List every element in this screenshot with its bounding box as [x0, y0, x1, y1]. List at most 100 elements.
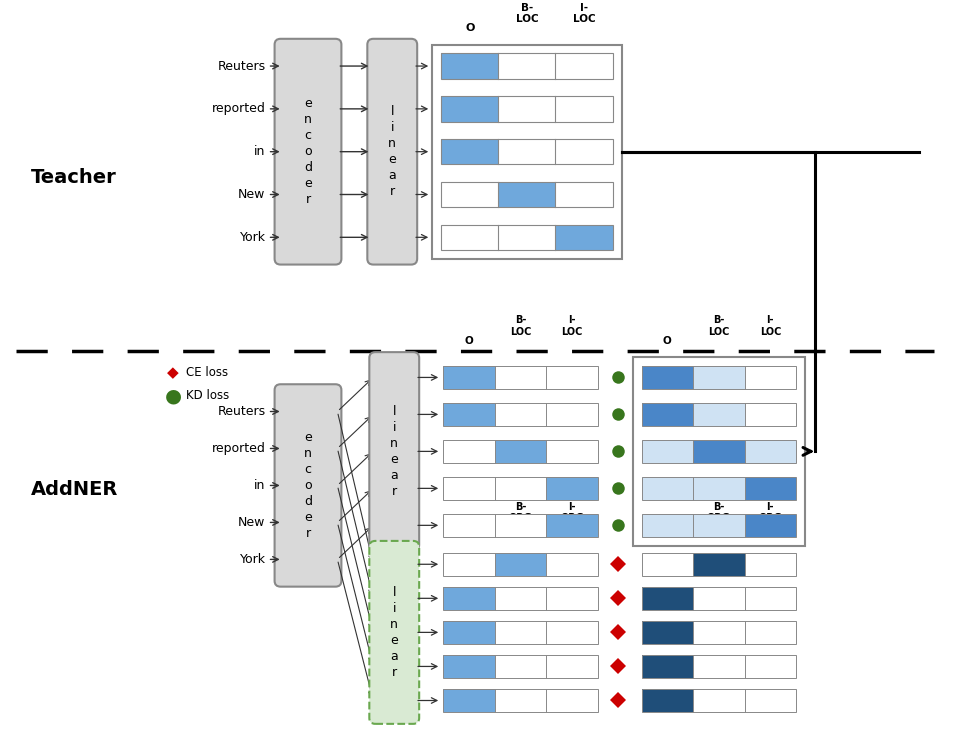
Bar: [498, 139, 555, 164]
Text: O: O: [663, 336, 672, 346]
Bar: [641, 514, 796, 537]
Bar: [441, 182, 613, 207]
Text: O: O: [465, 336, 473, 346]
Bar: [693, 366, 745, 389]
Bar: [555, 139, 613, 164]
Text: I-
LOC: I- LOC: [561, 315, 582, 337]
Bar: [693, 514, 745, 537]
Bar: [641, 366, 693, 389]
Bar: [641, 366, 796, 389]
Bar: [745, 553, 796, 576]
Bar: [443, 366, 598, 389]
Bar: [443, 403, 494, 426]
Text: B-
ORG: B- ORG: [509, 502, 532, 523]
Text: O: O: [663, 523, 672, 533]
Bar: [641, 621, 693, 644]
Text: KD loss: KD loss: [185, 390, 229, 402]
Bar: [693, 655, 745, 678]
Bar: [443, 366, 494, 389]
Bar: [498, 182, 555, 207]
Bar: [498, 54, 555, 79]
Text: Reuters: Reuters: [218, 405, 266, 418]
Bar: [745, 366, 796, 389]
Text: B-
ORG: B- ORG: [706, 502, 730, 523]
Text: O: O: [465, 523, 473, 533]
Bar: [546, 553, 598, 576]
Bar: [641, 476, 693, 500]
Bar: [441, 54, 613, 79]
Bar: [693, 621, 745, 644]
Bar: [745, 403, 796, 426]
Bar: [494, 514, 546, 537]
Text: B-
LOC: B- LOC: [515, 3, 538, 24]
Bar: [498, 225, 555, 250]
FancyBboxPatch shape: [369, 541, 419, 724]
Text: l
i
n
e
a
r: l i n e a r: [388, 105, 396, 198]
Bar: [441, 54, 613, 79]
Bar: [443, 514, 598, 537]
Bar: [494, 440, 546, 463]
Bar: [443, 688, 494, 712]
Bar: [641, 366, 796, 389]
Text: l
i
n
e
a
r: l i n e a r: [390, 586, 399, 679]
Text: B-
LOC: B- LOC: [708, 315, 729, 337]
Bar: [494, 476, 546, 500]
Bar: [745, 688, 796, 712]
Bar: [494, 621, 546, 644]
Text: Teacher: Teacher: [32, 169, 117, 187]
Bar: [443, 440, 494, 463]
Bar: [641, 440, 693, 463]
Bar: [641, 514, 796, 537]
Bar: [693, 476, 745, 500]
Bar: [441, 96, 613, 122]
Bar: [546, 514, 598, 537]
FancyBboxPatch shape: [274, 384, 341, 586]
Bar: [441, 96, 498, 122]
Bar: [693, 553, 745, 576]
Bar: [443, 655, 598, 678]
FancyBboxPatch shape: [274, 39, 341, 264]
Bar: [546, 440, 598, 463]
Text: ●: ●: [164, 386, 182, 405]
Bar: [546, 655, 598, 678]
Bar: [546, 366, 598, 389]
Text: e
n
c
o
d
e
r: e n c o d e r: [304, 97, 312, 206]
Text: ◆: ◆: [167, 365, 179, 380]
Bar: [555, 96, 613, 122]
Bar: [555, 54, 613, 79]
Bar: [443, 688, 598, 712]
Bar: [441, 225, 613, 250]
Bar: [443, 440, 598, 463]
Bar: [641, 514, 693, 537]
Bar: [641, 655, 693, 678]
Bar: [443, 476, 598, 500]
Bar: [494, 366, 546, 389]
Bar: [641, 440, 796, 463]
Bar: [443, 586, 494, 610]
Text: New: New: [238, 188, 266, 201]
Bar: [443, 621, 494, 644]
Text: York: York: [240, 230, 266, 244]
Text: I-
ORG: I- ORG: [560, 502, 584, 523]
Bar: [641, 476, 796, 500]
Bar: [641, 553, 796, 576]
Text: I-
LOC: I- LOC: [760, 315, 781, 337]
Text: CE loss: CE loss: [185, 366, 228, 379]
Bar: [641, 476, 796, 500]
FancyBboxPatch shape: [369, 352, 419, 550]
Bar: [443, 440, 598, 463]
Bar: [641, 621, 796, 644]
Bar: [443, 655, 494, 678]
Bar: [441, 225, 498, 250]
Bar: [745, 586, 796, 610]
Bar: [443, 586, 598, 610]
Bar: [443, 476, 598, 500]
Bar: [441, 139, 613, 164]
Bar: [693, 440, 745, 463]
Bar: [641, 621, 796, 644]
Bar: [443, 621, 598, 644]
Bar: [641, 440, 796, 463]
Bar: [443, 366, 598, 389]
Bar: [546, 621, 598, 644]
Bar: [641, 688, 796, 712]
